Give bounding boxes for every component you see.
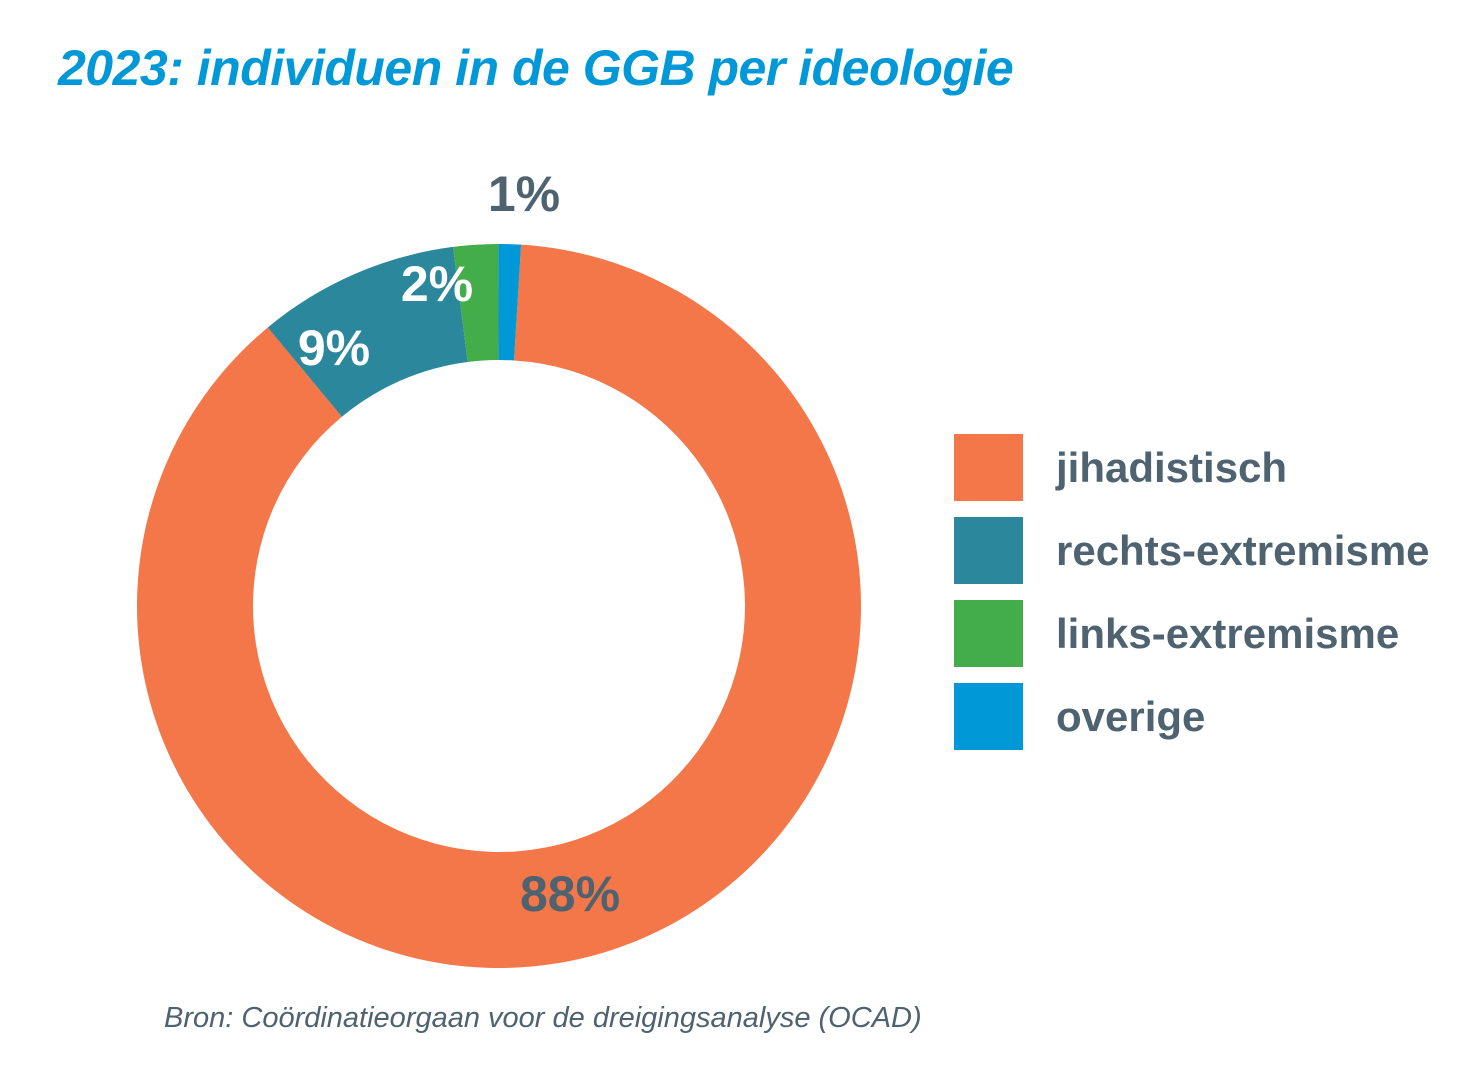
legend-swatch-links-extremisme xyxy=(954,600,1023,667)
slice-overige xyxy=(498,244,522,361)
legend-label-jihadistisch: jihadistisch xyxy=(1056,443,1288,491)
slice-label-overige: 1% xyxy=(488,166,560,222)
legend-swatch-overige xyxy=(954,683,1023,750)
slice-links-extremisme xyxy=(453,244,499,362)
legend-swatch-rechts-extremisme xyxy=(954,517,1023,584)
source-note: Bron: Coördinatieorgaan voor de dreiging… xyxy=(164,1002,922,1034)
slice-label-rechts-extremisme: 9% xyxy=(298,320,370,376)
chart-title: 2023: individuen in de GGB per ideologie xyxy=(58,40,1014,96)
legend-label-rechts-extremisme: rechts-extremisme xyxy=(1056,526,1430,574)
legend-label-overige: overige xyxy=(1056,692,1206,740)
slice-label-links-extremisme: 2% xyxy=(401,256,473,312)
slice-jihadistisch xyxy=(137,244,861,969)
slice-rechts-extremisme xyxy=(267,246,468,417)
legend-swatch-jihadistisch xyxy=(954,434,1023,501)
slice-label-jihadistisch: 88% xyxy=(520,866,620,922)
legend-label-links-extremisme: links-extremisme xyxy=(1056,609,1400,657)
